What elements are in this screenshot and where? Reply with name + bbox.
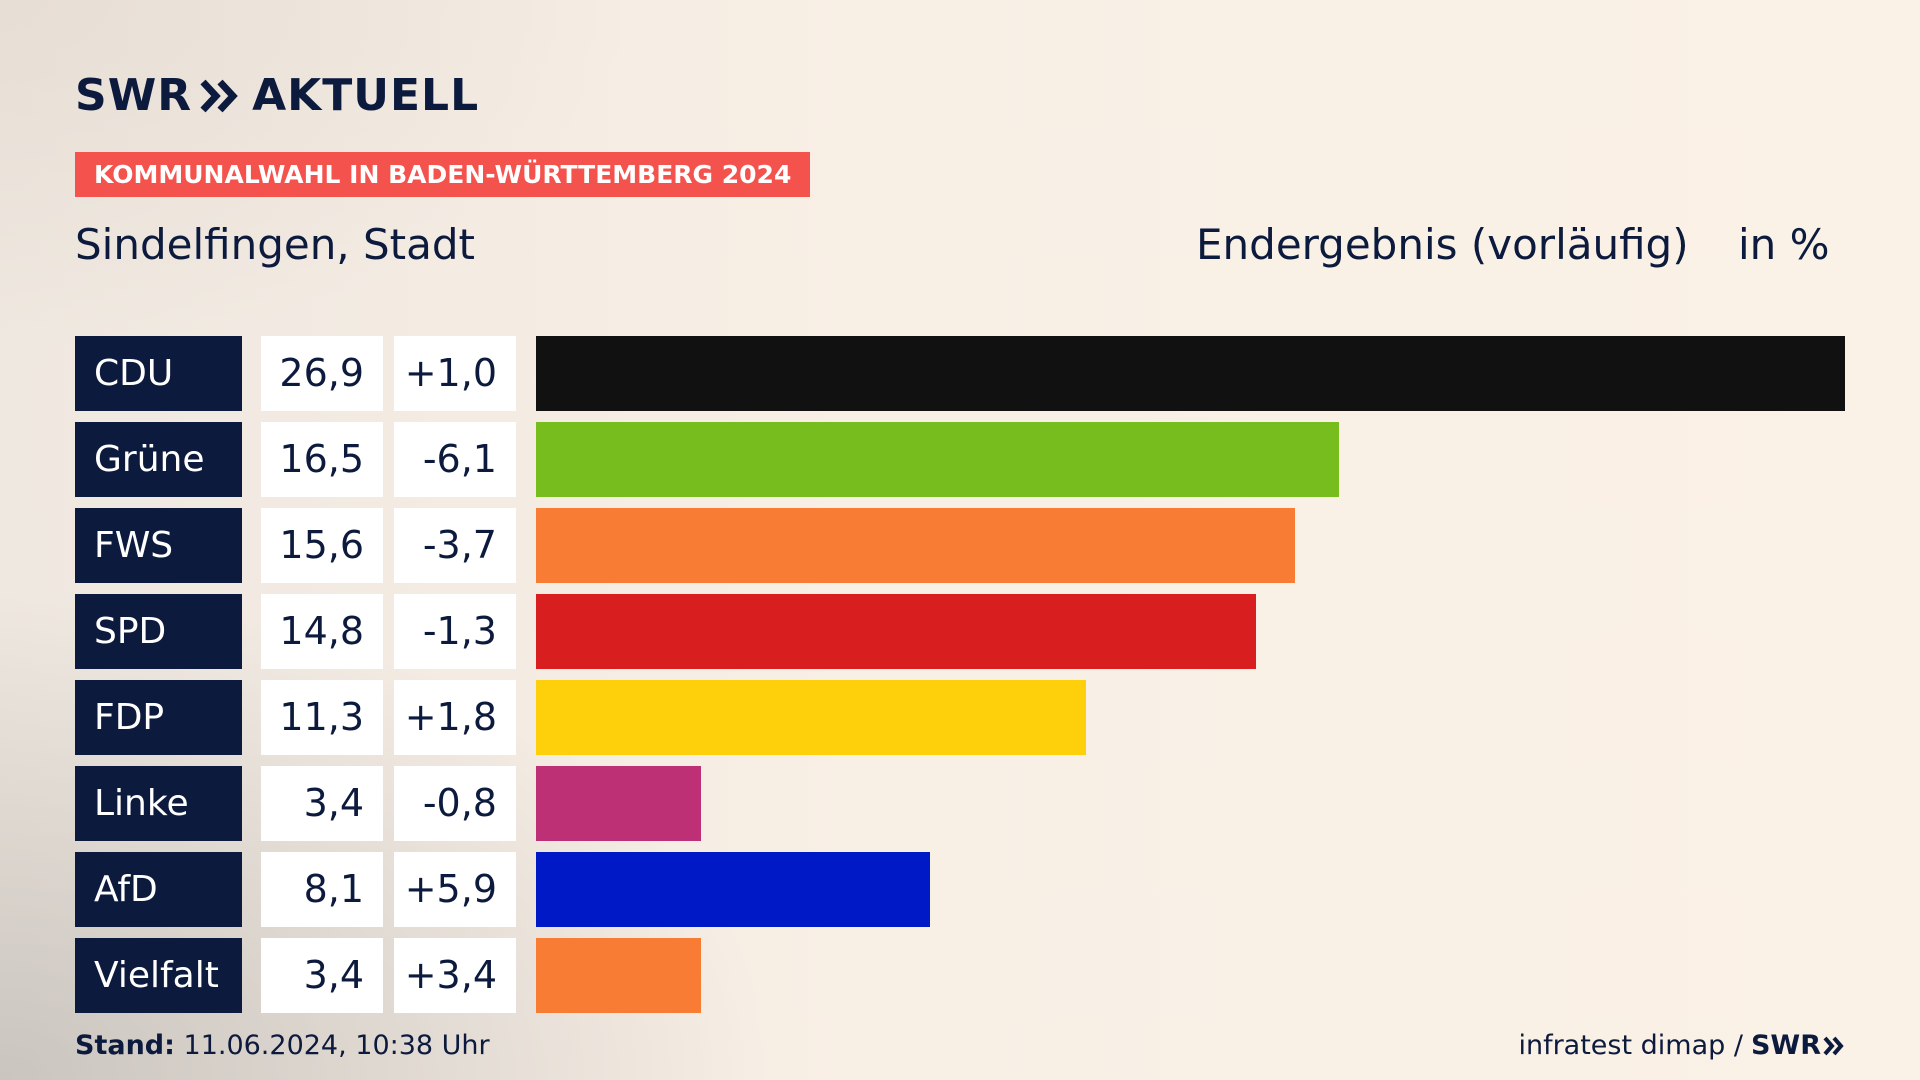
result-status-label: Endergebnis (vorläufig) <box>1196 220 1689 269</box>
result-row: Vielfalt 3,4 +3,4 <box>75 938 1845 1013</box>
double-chevron-small-icon <box>1823 1036 1844 1055</box>
result-row: Grüne 16,5 -6,1 <box>75 422 1845 497</box>
swr-small-logo-text: SWR <box>1750 1030 1821 1061</box>
party-label: CDU <box>75 336 242 411</box>
timestamp: Stand: 11.06.2024, 10:38 Uhr <box>75 1030 490 1061</box>
timestamp-label: Stand: <box>75 1030 175 1061</box>
result-bar <box>536 766 701 841</box>
swr-small-logo: SWR <box>1751 1030 1845 1061</box>
vote-share-value: 15,6 <box>261 508 383 583</box>
party-label: SPD <box>75 594 242 669</box>
party-label: Linke <box>75 766 242 841</box>
election-tag: KOMMUNALWAHL IN BADEN-WÜRTTEMBERG 2024 <box>75 152 811 197</box>
result-row: CDU 26,9 +1,0 <box>75 336 1845 411</box>
vote-change-value: +5,9 <box>394 852 516 927</box>
result-row: FDP 11,3 +1,8 <box>75 680 1845 755</box>
result-bar <box>536 336 1845 411</box>
vote-share-value: 14,8 <box>261 594 383 669</box>
timestamp-value: 11.06.2024, 10:38 Uhr <box>183 1030 490 1061</box>
vote-change-value: +3,4 <box>394 938 516 1013</box>
double-chevron-icon <box>200 79 238 113</box>
party-label: FDP <box>75 680 242 755</box>
result-row: Linke 3,4 -0,8 <box>75 766 1845 841</box>
result-row: SPD 14,8 -1,3 <box>75 594 1845 669</box>
vote-share-value: 16,5 <box>261 422 383 497</box>
vote-share-value: 3,4 <box>261 938 383 1013</box>
logo-aktuell-text: AKTUELL <box>252 70 480 121</box>
logo-swr-text: SWR <box>75 70 193 121</box>
party-label: FWS <box>75 508 242 583</box>
result-bar <box>536 852 930 927</box>
vote-share-value: 3,4 <box>261 766 383 841</box>
vote-change-value: +1,0 <box>394 336 516 411</box>
party-label: Vielfalt <box>75 938 242 1013</box>
result-bar <box>536 594 1256 669</box>
chart-title: Sindelfingen, Stadt <box>75 220 476 269</box>
source-text: infratest dimap / <box>1518 1030 1743 1061</box>
vote-share-value: 8,1 <box>261 852 383 927</box>
unit-label: in % <box>1738 220 1830 269</box>
result-row: FWS 15,6 -3,7 <box>75 508 1845 583</box>
party-label: Grüne <box>75 422 242 497</box>
vote-change-value: -1,3 <box>394 594 516 669</box>
result-row: AfD 8,1 +5,9 <box>75 852 1845 927</box>
result-bar <box>536 422 1339 497</box>
result-bar <box>536 938 701 1013</box>
vote-change-value: +1,8 <box>394 680 516 755</box>
swr-aktuell-logo: SWR AKTUELL <box>75 70 479 121</box>
result-bar <box>536 508 1295 583</box>
result-bar <box>536 680 1086 755</box>
vote-change-value: -3,7 <box>394 508 516 583</box>
vote-change-value: -0,8 <box>394 766 516 841</box>
vote-share-value: 26,9 <box>261 336 383 411</box>
source-credit: infratest dimap / SWR <box>1518 1030 1845 1061</box>
vote-change-value: -6,1 <box>394 422 516 497</box>
vote-share-value: 11,3 <box>261 680 383 755</box>
party-label: AfD <box>75 852 242 927</box>
